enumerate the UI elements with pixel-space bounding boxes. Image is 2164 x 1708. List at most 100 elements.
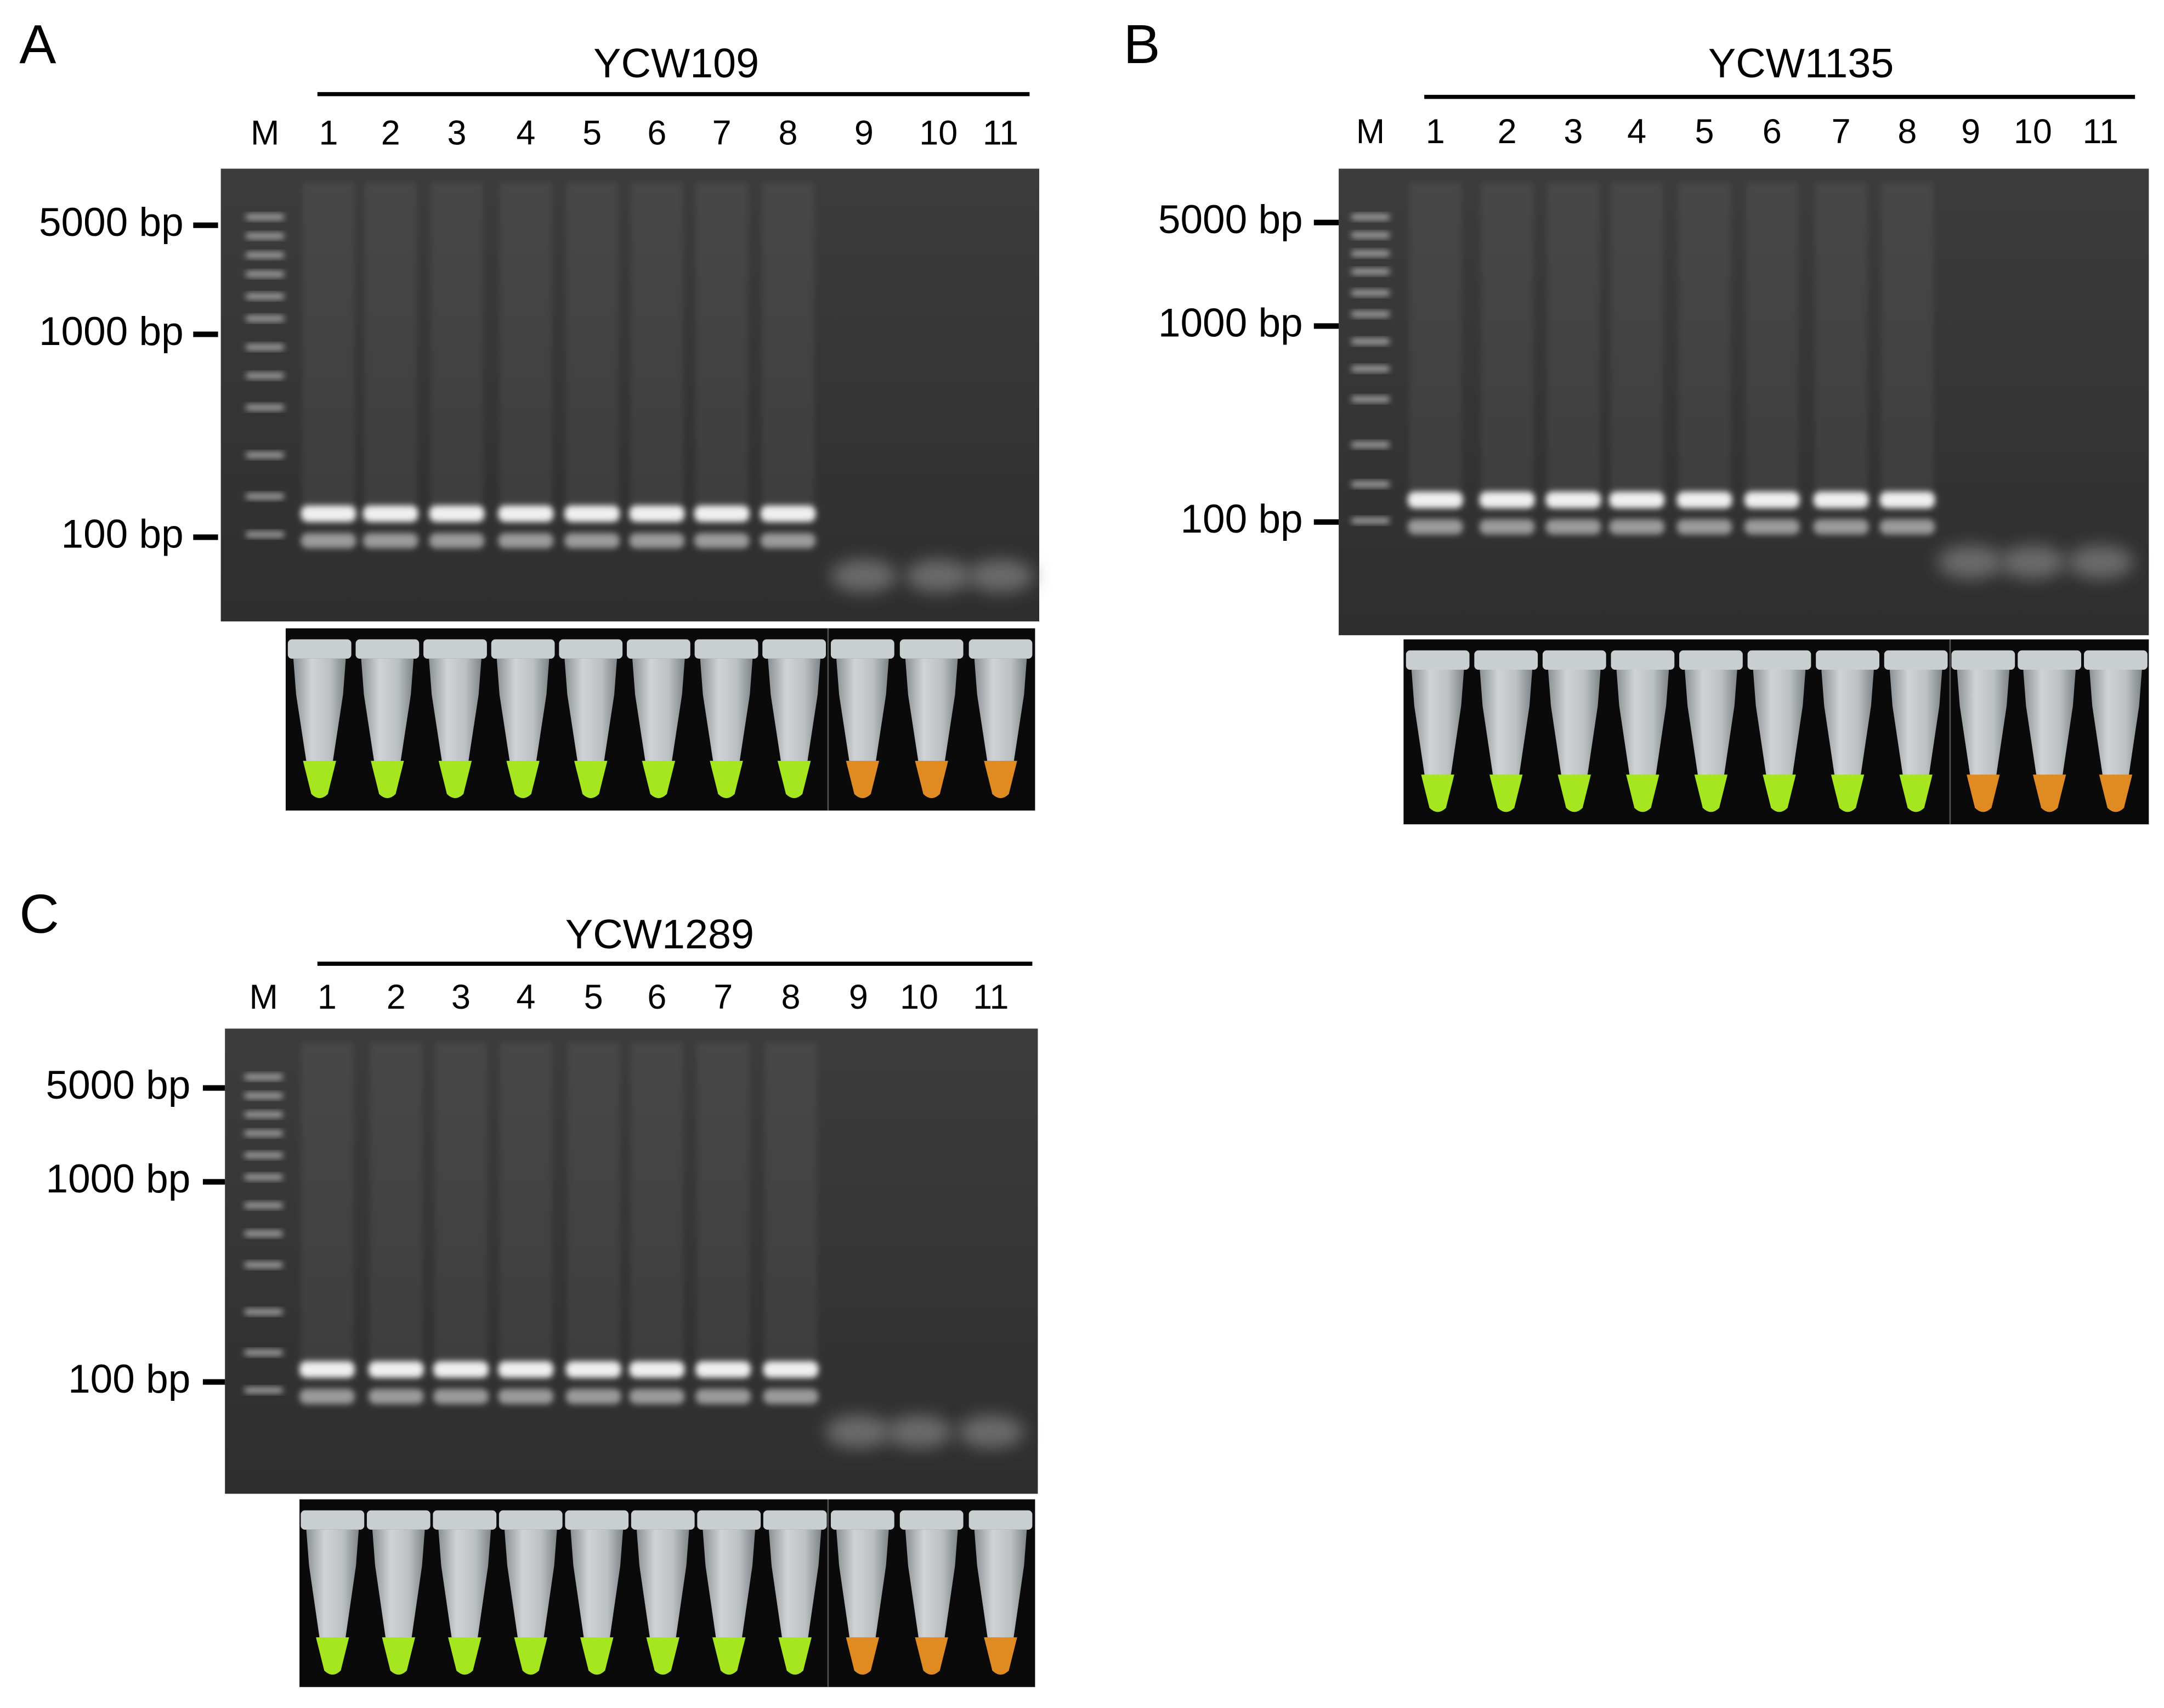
- tube: [1616, 670, 1669, 812]
- smear: [762, 182, 814, 514]
- lane-label: 3: [447, 114, 466, 152]
- lane-label: 6: [647, 114, 666, 152]
- tube: [1957, 670, 2010, 812]
- tube-cap: [1406, 650, 1470, 670]
- band: [695, 1361, 751, 1378]
- band: [564, 505, 620, 522]
- lane-label: M: [249, 978, 277, 1016]
- tube: [836, 1529, 889, 1675]
- tube: [768, 658, 820, 799]
- size-marker: 5000 bp: [1158, 197, 1303, 242]
- tube-cap: [1747, 650, 1811, 670]
- tube-cap: [968, 1510, 1033, 1530]
- tube: [504, 1529, 557, 1675]
- size-marker: 100 bp: [68, 1357, 190, 1401]
- band: [695, 1389, 751, 1404]
- tube-liquid: [984, 761, 1017, 799]
- ladder-band: [1351, 366, 1390, 372]
- smear: [370, 1042, 423, 1370]
- smear: [695, 182, 748, 514]
- tube-liquid: [382, 1637, 416, 1675]
- panel: A YCW109 M 1 2 3 4 5 6 7 8 9 10 11 5000 bp 1000 bp 100 b…: [19, 14, 1039, 811]
- band: [763, 1389, 819, 1404]
- lane-label: 9: [1961, 112, 1980, 151]
- ladder-band: [245, 493, 285, 499]
- tube-liquid: [506, 761, 540, 799]
- tube-liquid: [1763, 774, 1796, 812]
- tube: [768, 1529, 822, 1675]
- tube: [1685, 670, 1737, 812]
- tube-cap: [899, 639, 964, 659]
- lane-label: 11: [2083, 112, 2118, 151]
- tube: [836, 658, 889, 799]
- smear: [1746, 182, 1799, 500]
- tube-cap: [366, 1510, 430, 1530]
- smear: [1881, 182, 1934, 500]
- lane-label: 3: [1563, 112, 1583, 151]
- tube: [293, 658, 346, 799]
- tube-cap: [1951, 650, 2015, 670]
- tube-cap: [631, 1510, 695, 1530]
- primer-dimer: [825, 1415, 892, 1449]
- size-marker: 1000 bp: [1158, 301, 1303, 346]
- tube-cap: [899, 1510, 964, 1530]
- tube-liquid: [846, 761, 880, 799]
- panel-label: C: [19, 884, 59, 945]
- lane-label: 10: [919, 114, 958, 152]
- gel: [220, 168, 1039, 621]
- tube-liquid: [710, 761, 743, 799]
- band: [498, 1361, 554, 1378]
- tube-cap: [697, 1510, 761, 1530]
- size-marker: 100 bp: [1180, 497, 1302, 541]
- tube: [306, 1529, 359, 1675]
- tube-cap: [694, 639, 758, 659]
- tube-liquid: [1967, 774, 2000, 812]
- smear: [696, 1042, 750, 1370]
- tube-liquid: [2032, 774, 2066, 812]
- lane-label: 4: [1627, 112, 1646, 151]
- lane-label: 8: [781, 978, 801, 1016]
- smear: [1547, 182, 1600, 500]
- tube: [564, 658, 618, 799]
- band: [564, 533, 620, 548]
- tube: [974, 1529, 1027, 1675]
- ladder-band: [1351, 396, 1390, 402]
- band: [362, 533, 418, 548]
- strain-title: YCW109: [593, 40, 759, 86]
- smear: [631, 182, 683, 514]
- ladder-band: [244, 1202, 283, 1208]
- lane-label: 11: [983, 114, 1018, 152]
- ladder-band: [244, 1387, 283, 1393]
- size-marker: 100 bp: [61, 512, 184, 557]
- ladder-band: [244, 1309, 283, 1315]
- band: [760, 533, 816, 548]
- band: [1879, 491, 1935, 508]
- band: [362, 505, 418, 522]
- lane-label: 11: [973, 978, 1009, 1016]
- tube-liquid: [1694, 774, 1728, 812]
- band: [1676, 491, 1732, 508]
- band: [368, 1389, 424, 1404]
- tube-cap: [423, 639, 487, 659]
- primer-dimer: [886, 1415, 953, 1449]
- lane-label: 5: [584, 978, 603, 1016]
- smear: [764, 1042, 817, 1370]
- tube-cap: [830, 639, 894, 659]
- lane-label: 2: [387, 978, 406, 1016]
- band: [763, 1361, 819, 1378]
- ladder-band: [245, 531, 285, 538]
- ladder-band: [244, 1093, 283, 1099]
- ladder-band: [1351, 232, 1390, 238]
- smear: [434, 1042, 488, 1370]
- panel: C YCW1289 M 1 2 3 4 5 6 7 8 9 10 11 5000 bp 1000 bp 100 …: [19, 884, 1038, 1687]
- tube-liquid: [2099, 774, 2133, 812]
- tube-liquid: [580, 1637, 614, 1675]
- ladder-band: [1351, 338, 1390, 344]
- ladder-band: [245, 404, 285, 410]
- tube: [636, 1529, 689, 1675]
- size-marker: 1000 bp: [39, 309, 184, 354]
- tube: [1821, 670, 1874, 812]
- size-marker: 5000 bp: [46, 1063, 191, 1107]
- ladder-band: [245, 452, 285, 458]
- ladder-band: [1351, 481, 1390, 487]
